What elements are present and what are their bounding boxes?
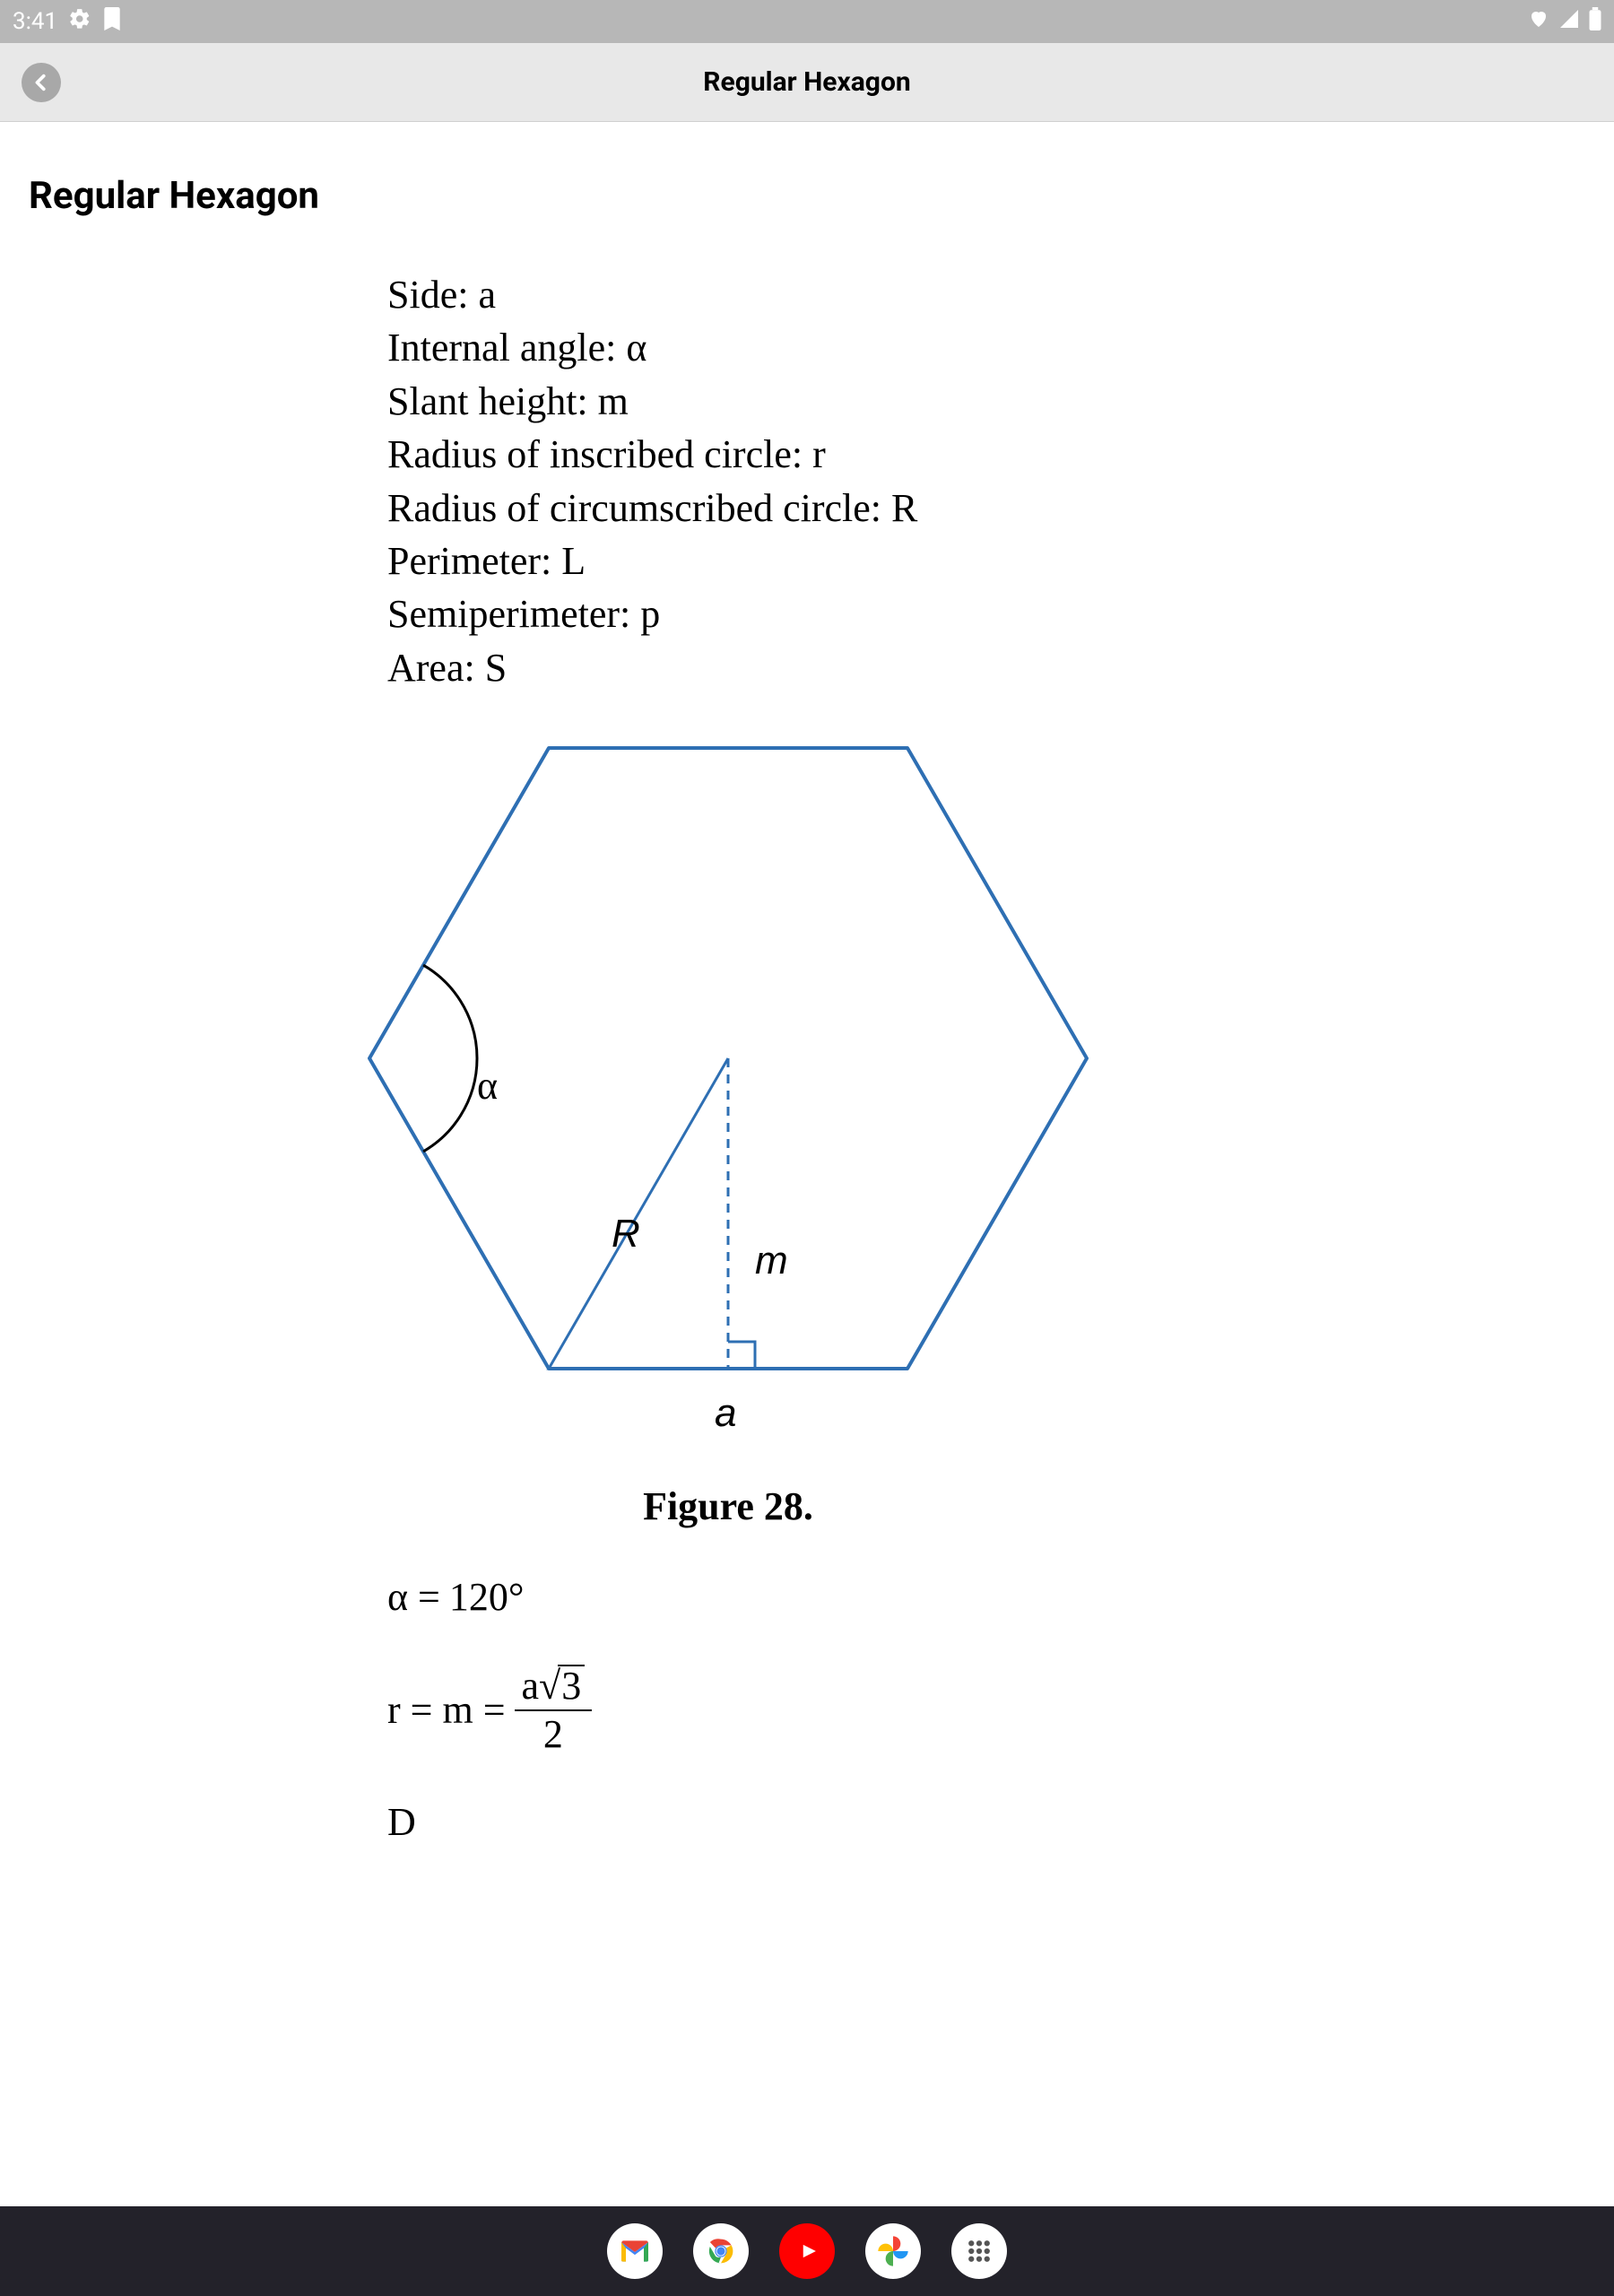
- definition-line: Perimeter: L: [387, 535, 1585, 587]
- signal-icon: [1558, 8, 1580, 36]
- status-left: 3:41: [13, 7, 122, 37]
- fraction: a√3 2: [515, 1665, 593, 1754]
- numerator-a: a: [522, 1664, 540, 1708]
- formulas-block: α = 120° r = m = a√3 2 D: [387, 1574, 1585, 1845]
- definition-line: Slant height: m: [387, 375, 1585, 428]
- heart-icon: [1528, 8, 1549, 36]
- app-header: Regular Hexagon: [0, 43, 1614, 122]
- page-content: Regular Hexagon Side: a Internal angle: …: [0, 122, 1614, 1845]
- angle-arc: [423, 965, 477, 1152]
- app-title: Regular Hexagon: [703, 66, 910, 98]
- definition-line: Radius of circumscribed circle: R: [387, 482, 1585, 535]
- definition-line: Radius of inscribed circle: r: [387, 428, 1585, 481]
- formula-truncated: D: [387, 1799, 1585, 1845]
- formula-lhs: r = m =: [387, 1687, 506, 1733]
- formula-rhs: 120°: [449, 1574, 525, 1620]
- label-R: R: [612, 1212, 640, 1256]
- status-time: 3:41: [13, 8, 57, 35]
- fraction-denominator: 2: [543, 1711, 563, 1754]
- photos-icon[interactable]: [865, 2223, 921, 2279]
- formula-rm: r = m = a√3 2: [387, 1665, 1585, 1754]
- definition-line: Side: a: [387, 268, 1585, 321]
- formula-alpha: α = 120°: [387, 1574, 1585, 1620]
- label-m: m: [755, 1239, 788, 1283]
- hexagon-diagram-svg: α R m a: [360, 744, 1096, 1444]
- hexagon-figure: α R m a Figure 28.: [360, 744, 1585, 1529]
- status-right: [1528, 7, 1601, 37]
- chevron-left-icon: [31, 73, 51, 92]
- right-angle-marker: [728, 1342, 755, 1369]
- truncated-text: D: [387, 1799, 416, 1845]
- fraction-numerator: a√3: [515, 1665, 593, 1711]
- definition-line: Internal angle: α: [387, 321, 1585, 374]
- android-status-bar: 3:41: [0, 0, 1614, 43]
- definition-line: Area: S: [387, 641, 1585, 694]
- android-nav-bar: [0, 2206, 1614, 2296]
- more-apps-icon[interactable]: [951, 2223, 1007, 2279]
- badge-icon: [102, 7, 122, 37]
- youtube-icon[interactable]: [779, 2223, 835, 2279]
- settings-gear-icon: [68, 7, 91, 37]
- label-alpha: α: [477, 1064, 498, 1108]
- radicand: 3: [558, 1665, 585, 1706]
- definitions-list: Side: a Internal angle: α Slant height: …: [387, 268, 1585, 694]
- back-button[interactable]: [22, 63, 61, 102]
- label-a: a: [715, 1391, 736, 1435]
- battery-icon: [1589, 7, 1601, 37]
- gmail-icon[interactable]: [607, 2223, 663, 2279]
- chrome-icon[interactable]: [693, 2223, 749, 2279]
- page-title: Regular Hexagon: [29, 174, 1585, 218]
- formula-lhs: α =: [387, 1574, 440, 1620]
- sqrt: √3: [539, 1665, 585, 1706]
- figure-caption: Figure 28.: [360, 1483, 1096, 1529]
- definition-line: Semiperimeter: p: [387, 587, 1585, 640]
